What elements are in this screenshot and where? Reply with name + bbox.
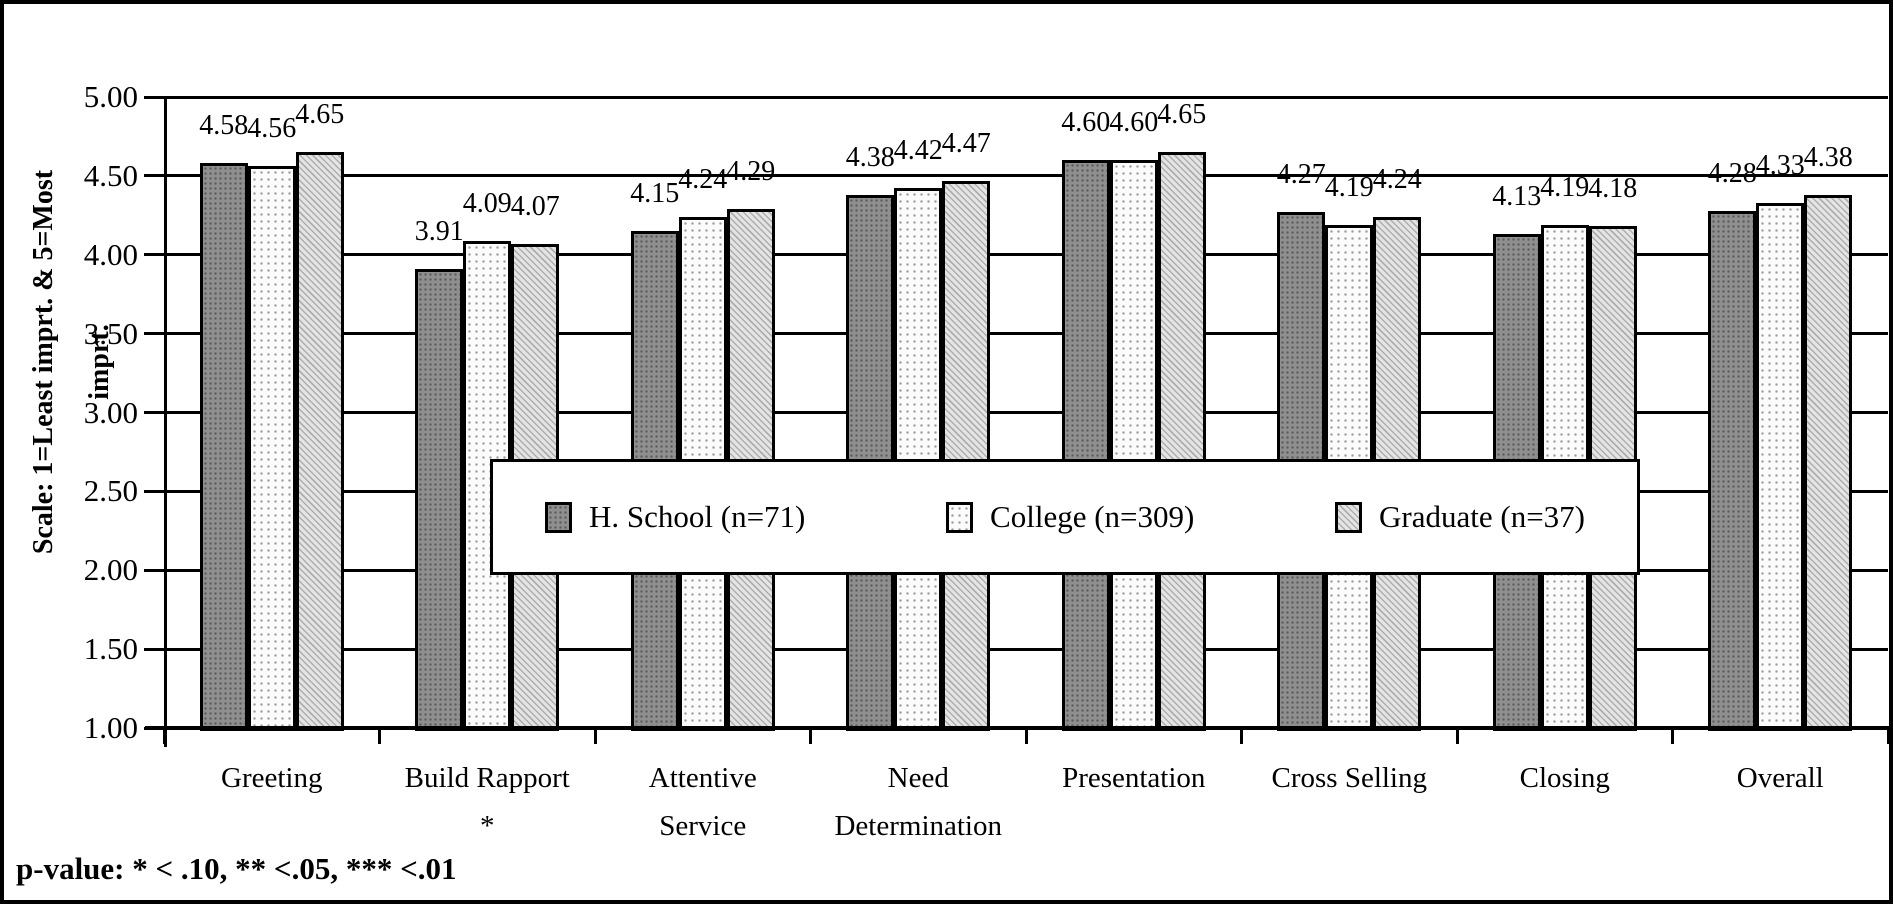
y-axis-ticks-layer: 5.00 4.50 4.00 3.50 3.00 2.50 2.00 1.50 1.00 (4, 4, 1889, 900)
axes-layer (4, 4, 1889, 900)
bar-value-label: 4.29 (726, 156, 776, 187)
y-tick (144, 411, 164, 414)
legend-swatch-college (946, 501, 974, 533)
bar-value-label: 4.24 (1372, 163, 1422, 195)
y-tick-label: 5.00 (83, 79, 138, 114)
bar-value-label: 4.28 (1707, 157, 1757, 189)
bar-value-label: 4.33 (1755, 149, 1805, 181)
gridline (164, 174, 1888, 178)
bar-value-label: 4.24 (678, 163, 728, 195)
gridline (164, 647, 1888, 651)
x-tick (593, 728, 597, 744)
bar (247, 166, 296, 731)
bar-value-label: 4.47 (941, 127, 991, 159)
bar-value-label: 4.19 (1540, 171, 1590, 203)
legend-item: Graduate (n=37) (1335, 499, 1585, 535)
y-tick-label: 2.50 (83, 473, 138, 509)
bar (1708, 210, 1757, 731)
bar-value-label: 4.13 (1492, 181, 1542, 213)
bar (1061, 160, 1110, 731)
y-tick-label: 1.50 (83, 631, 138, 667)
bar-value-label: 3.91 (414, 215, 464, 247)
bar-value-label: 4.09 (462, 187, 512, 219)
x-tick (1671, 728, 1674, 744)
category-label: Attentive Service (648, 762, 757, 842)
x-tick (1240, 728, 1243, 744)
y-tick-label: 4.50 (83, 157, 138, 193)
legend-label: H. School (n=71) (589, 499, 806, 534)
y-tick-label: 4.00 (83, 236, 138, 272)
y-tick-label: 2.00 (83, 552, 138, 588)
bar (1804, 194, 1853, 731)
bar-value-label: 4.42 (893, 135, 943, 167)
category-label: Closing (1519, 762, 1610, 794)
x-axis-ticks-layer (4, 4, 1889, 900)
category-label: Greeting (221, 762, 323, 794)
category-labels-layer: Greeting Build Rapport * Attentive Service… (4, 4, 1889, 900)
x-tick (1455, 728, 1459, 744)
legend-label: Graduate (n=37) (1379, 499, 1585, 534)
category-label: Presentation (1062, 762, 1206, 794)
legend-swatch-graduate (1335, 501, 1363, 533)
bar-value-label: 4.60 (1109, 107, 1159, 139)
x-tick (1024, 728, 1028, 744)
x-tick (378, 728, 381, 744)
bar-value-label: 4.15 (630, 178, 680, 210)
bar-value-label: 4.65 (1157, 99, 1207, 131)
bar-value-label: 4.27 (1276, 159, 1326, 191)
bar-value-label: 4.65 (295, 99, 345, 131)
y-tick (144, 95, 164, 99)
bar-value-label: 4.56 (247, 113, 297, 145)
bar-value-label: 4.58 (199, 110, 249, 142)
legend: H. School (n=71) College (n=309) Graduate … (490, 459, 1640, 575)
bar-value-label: 4.18 (1588, 173, 1638, 205)
bar-value-label: 4.07 (510, 190, 560, 222)
y-axis-title-line2: imprt. (84, 324, 115, 400)
y-tick (144, 489, 164, 493)
bar-value-label: 4.38 (1803, 141, 1853, 173)
bar (415, 268, 464, 731)
gridline (164, 411, 1888, 414)
legend-label: College (n=309) (990, 499, 1195, 534)
p-value-footnote: p-value: * < .10, ** <.05, *** <.01 (16, 851, 457, 886)
bar (942, 180, 991, 731)
gridline (164, 253, 1888, 257)
y-tick-label: 3.00 (83, 394, 138, 430)
legend-swatch-hschool (545, 501, 572, 533)
category-label: Build Rapport * (404, 762, 570, 842)
category-label: Overall (1736, 762, 1824, 794)
x-tick (1886, 728, 1889, 744)
bar (1157, 152, 1206, 731)
y-tick (144, 174, 164, 178)
legend-item: College (n=309) (946, 499, 1194, 535)
x-tick (162, 728, 166, 744)
y-axis-title-line1: Scale: 1=Least imprt. & 5=Most (28, 169, 59, 555)
y-tick (144, 647, 164, 651)
bar (1756, 202, 1805, 731)
bar (1109, 160, 1158, 731)
bar-value-label: 4.19 (1324, 171, 1374, 203)
category-label: Need Determination (834, 762, 1002, 842)
y-axis-title: Scale: 1=Least imprt. & 5=Most imprt. (16, 32, 128, 692)
bar-value-label: 4.60 (1061, 107, 1111, 139)
y-tick (144, 726, 164, 730)
y-tick-label: 3.50 (83, 315, 138, 351)
gridline (164, 332, 1888, 336)
y-tick (144, 253, 164, 257)
y-tick (144, 332, 164, 336)
gridline (164, 95, 1888, 99)
value-labels-layer: 4.58 4.56 4.65 3.91 4.09 4.07 4.15 4.24 4.29 4.38… (4, 4, 1889, 900)
bar-value-label: 4.38 (845, 141, 895, 173)
y-tick (144, 568, 164, 572)
x-axis-line (145, 726, 1889, 730)
bar (295, 152, 344, 731)
bar (199, 163, 248, 731)
category-label: Cross Selling (1271, 762, 1428, 794)
y-tick-label: 1.00 (83, 710, 138, 745)
legend-item: H. School (n=71) (545, 499, 805, 535)
y-axis-line (164, 97, 167, 747)
x-tick (809, 728, 812, 744)
